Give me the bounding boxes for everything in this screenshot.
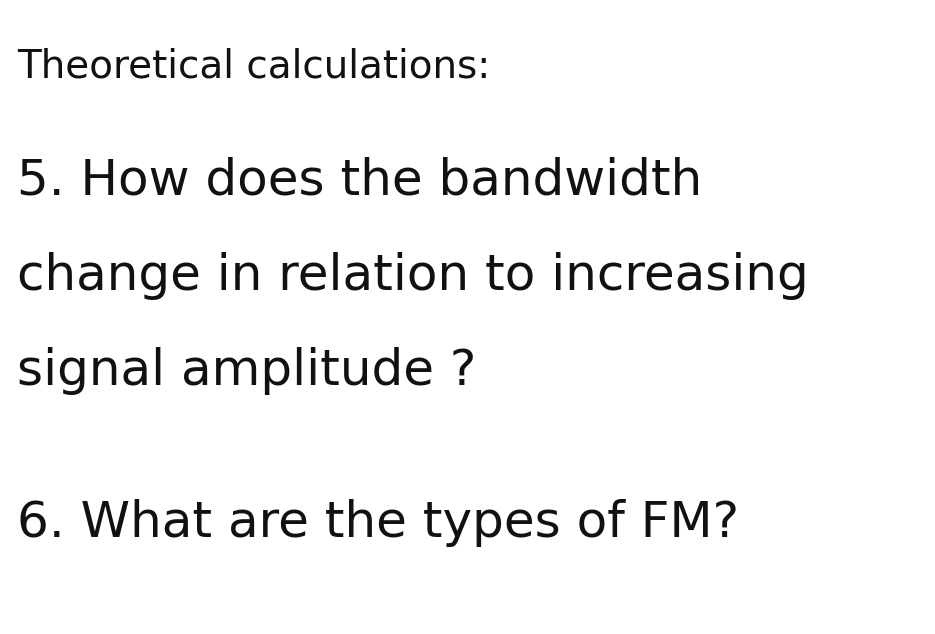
Text: 5. How does the bandwidth: 5. How does the bandwidth bbox=[17, 157, 702, 205]
Text: change in relation to increasing: change in relation to increasing bbox=[17, 252, 809, 300]
Text: signal amplitude ?: signal amplitude ? bbox=[17, 347, 476, 395]
Text: Theoretical calculations:: Theoretical calculations: bbox=[17, 48, 490, 86]
Text: 6. What are the types of FM?: 6. What are the types of FM? bbox=[17, 499, 739, 547]
